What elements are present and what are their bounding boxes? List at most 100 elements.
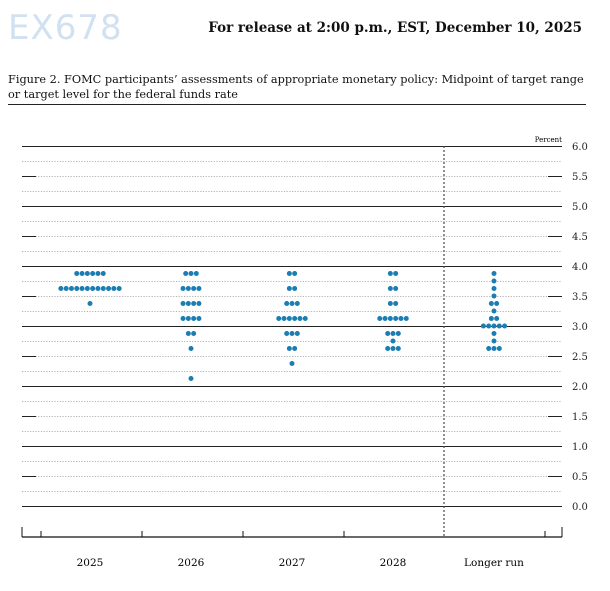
dot	[87, 301, 93, 306]
dot	[486, 346, 492, 351]
y-tick-label: 6.0	[572, 142, 588, 153]
y-tick-label: 4.0	[572, 262, 588, 273]
x-tick-label: 2026	[178, 557, 205, 569]
dot	[74, 286, 80, 291]
dot	[106, 286, 112, 291]
dot	[292, 271, 298, 276]
y-tick-label: 5.0	[572, 202, 588, 213]
dot	[486, 323, 492, 329]
dot	[188, 346, 194, 351]
dot	[188, 271, 194, 276]
dot	[491, 346, 497, 351]
dot	[292, 346, 298, 351]
dot	[185, 331, 191, 336]
dot	[385, 346, 391, 351]
dot	[387, 271, 393, 276]
dot	[488, 316, 494, 321]
dot	[276, 316, 282, 321]
dot	[491, 278, 497, 284]
dot	[191, 331, 197, 336]
dot	[63, 286, 69, 291]
dot	[90, 286, 96, 291]
dot	[393, 301, 399, 306]
dot	[180, 316, 186, 321]
dot	[294, 331, 300, 336]
dot	[281, 316, 287, 321]
dot	[185, 301, 191, 306]
dot	[494, 301, 500, 306]
x-tick-label: 2027	[279, 557, 306, 569]
release-time: For release at 2:00 p.m., EST, December …	[208, 20, 582, 36]
dot	[491, 331, 497, 336]
dot	[382, 316, 388, 321]
y-tick-label: 0.0	[572, 502, 588, 513]
dot	[79, 286, 85, 291]
watermark: EX678	[8, 8, 123, 48]
dot	[286, 286, 292, 291]
dot	[90, 271, 96, 276]
y-tick-label: 3.0	[572, 322, 588, 333]
dot	[377, 316, 383, 321]
dot	[294, 301, 300, 306]
dot	[284, 301, 290, 306]
figure-caption: Figure 2. FOMC participants’ assessments…	[8, 73, 584, 101]
dot	[196, 301, 202, 306]
dot	[74, 271, 80, 276]
dot	[68, 286, 74, 291]
dot	[289, 331, 295, 336]
dot	[58, 286, 64, 291]
dot	[286, 316, 292, 321]
dot	[398, 316, 404, 321]
y-tick-label: 0.5	[572, 472, 588, 483]
caption-rule	[8, 104, 586, 105]
dot	[185, 286, 191, 291]
dot	[403, 316, 409, 321]
x-tick-label: 2028	[380, 557, 407, 569]
y-tick-label: 1.0	[572, 442, 588, 453]
x-tick-label: Longer run	[464, 557, 524, 569]
dot	[491, 286, 497, 291]
dot	[393, 316, 399, 321]
y-tick-label: 3.5	[572, 292, 588, 303]
dot	[196, 316, 202, 321]
dot	[95, 271, 101, 276]
dot	[393, 271, 399, 276]
dot	[297, 316, 303, 321]
dot	[387, 286, 393, 291]
dot	[100, 286, 106, 291]
dot	[193, 271, 199, 276]
dot	[79, 271, 85, 276]
y-tick-label: 2.5	[572, 352, 588, 363]
dot	[480, 323, 486, 329]
dot	[116, 286, 122, 291]
dot	[491, 323, 497, 329]
dot	[491, 338, 497, 344]
dot	[502, 323, 508, 329]
dot	[395, 331, 401, 336]
dot	[111, 286, 117, 291]
y-tick-label: 1.5	[572, 412, 588, 423]
dot	[286, 271, 292, 276]
dot	[188, 376, 194, 381]
dot	[491, 308, 497, 314]
dot	[196, 286, 202, 291]
dot	[491, 271, 497, 276]
dot	[100, 271, 106, 276]
dot	[183, 271, 189, 276]
dot	[496, 346, 502, 351]
dot	[292, 316, 298, 321]
y-tick-label: 5.5	[572, 172, 588, 183]
dot	[286, 346, 292, 351]
dot	[387, 316, 393, 321]
dot	[390, 346, 396, 351]
dot	[387, 301, 393, 306]
dot	[180, 301, 186, 306]
dot	[494, 316, 500, 321]
dot	[496, 323, 502, 329]
dot	[284, 331, 290, 336]
dot	[292, 286, 298, 291]
dot	[390, 338, 396, 344]
dot	[302, 316, 308, 321]
dot	[491, 293, 497, 299]
dot	[395, 346, 401, 351]
